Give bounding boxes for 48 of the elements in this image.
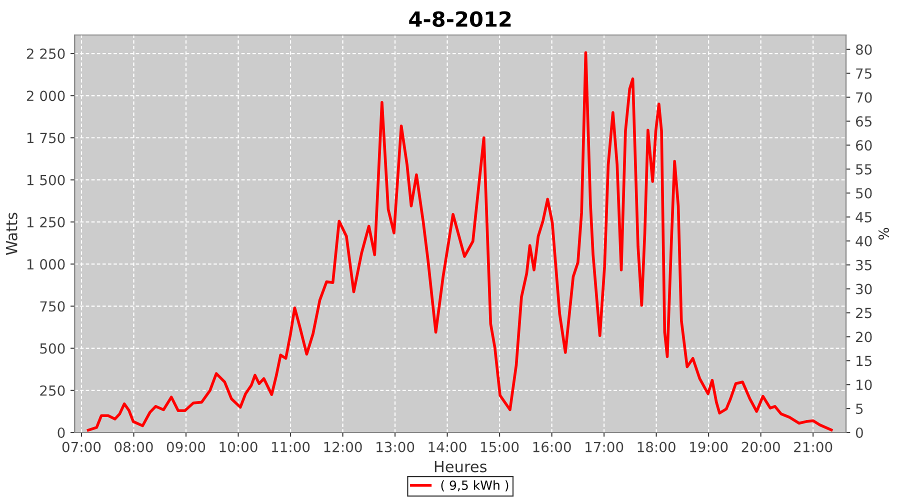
y2-tick-label: 20 [856, 332, 872, 342]
y2-tick-label: 70 [856, 92, 872, 103]
y2-tick-label: 25 [856, 308, 872, 318]
x-tick-label: 11:00 [272, 442, 310, 452]
y-tick-label: 1 250 [27, 216, 65, 228]
y2-tick-label: 10 [856, 380, 872, 390]
x-tick-label: 08:00 [114, 442, 153, 452]
legend-label: ( 9,5 kWh ) [441, 480, 508, 492]
y2-tick-label: 50 [856, 188, 872, 199]
x-tick-label: 10:00 [220, 442, 258, 452]
y-tick-label: 2 000 [26, 90, 65, 102]
y-tick-label: 2 250 [26, 48, 65, 59]
y2-tick-label: 45 [856, 212, 872, 222]
line-series [86, 51, 833, 432]
y-tick-label: 1 750 [27, 132, 65, 144]
x-tick-label: 15:00 [481, 442, 519, 452]
y-axis-title: Watts [6, 212, 18, 255]
y2-tick-label: 15 [856, 356, 872, 366]
y2-tick-label: 60 [856, 140, 872, 151]
x-tick-label: 14:00 [428, 442, 466, 452]
chart-title: 4-8-2012 [409, 11, 511, 27]
x-tick-label: 12:00 [324, 442, 362, 452]
x-tick-label: 17:00 [586, 442, 624, 452]
x-tick-label: 16:00 [533, 442, 571, 452]
y-tick-label: 750 [40, 301, 65, 312]
y2-tick-label: 30 [856, 284, 872, 294]
x-tick-label: 19:00 [690, 442, 728, 452]
y-tick-label: 0 [58, 427, 65, 438]
x-tick-label: 18:00 [638, 442, 676, 452]
y2-tick-label: 5 [856, 404, 863, 414]
y2-tick-label: 80 [856, 44, 872, 55]
y2-tick-label: 55 [856, 164, 872, 175]
y-tick-label: 1 000 [27, 259, 65, 270]
x-tick-label: 09:00 [166, 442, 206, 452]
y2-tick-label: 75 [856, 68, 872, 79]
y2-tick-label: 65 [856, 116, 872, 127]
y-tick-label: 500 [40, 343, 65, 354]
y2-tick-label: 0 [856, 427, 863, 438]
x-axis-title: Heures [434, 460, 487, 472]
y-tick-label: 250 [40, 385, 65, 396]
y2-tick-label: 40 [856, 236, 872, 246]
x-tick-label: 07:00 [62, 442, 101, 452]
x-tick-label: 20:00 [742, 442, 780, 452]
x-tick-label: 21:00 [794, 442, 832, 452]
y2-axis-title: % [878, 228, 890, 240]
y-tick-label: 1 500 [27, 174, 65, 186]
y2-tick-label: 35 [856, 260, 872, 270]
x-tick-label: 13:00 [376, 442, 414, 452]
